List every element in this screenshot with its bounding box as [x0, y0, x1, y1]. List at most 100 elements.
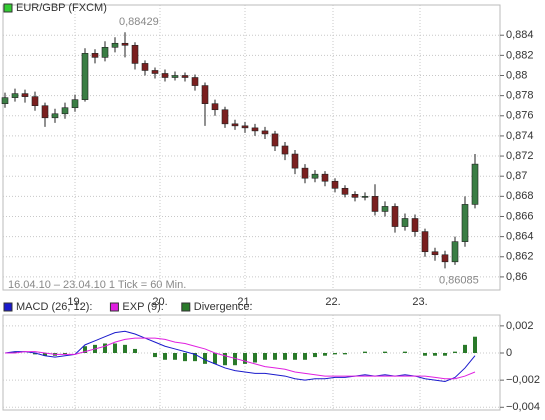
candle-body [61, 107, 69, 115]
candle-body [71, 99, 79, 109]
y-tick-label: 0,862 [506, 251, 534, 263]
divergence-bar [183, 353, 187, 362]
y-tick-label: 0,876 [506, 110, 534, 122]
candle-body [391, 206, 399, 227]
legend-swatch [109, 302, 119, 312]
x-tick-label: 23. [412, 296, 427, 308]
candle-body [21, 93, 29, 97]
legend-label: Divergence: [194, 301, 253, 313]
y-tick-label: 0,872 [506, 150, 534, 162]
candle-body [91, 53, 99, 58]
candle-body [181, 75, 189, 78]
y-tick-label: 0,002 [506, 320, 534, 332]
divergence-bar [13, 351, 17, 353]
divergence-bar [113, 343, 117, 353]
y-tick-label: 0,878 [506, 90, 534, 102]
candle-body [321, 173, 329, 182]
divergence-bar [213, 353, 217, 364]
subtitle: 16.04.10 – 23.04.10 1 Tick = 60 Min. [8, 279, 186, 291]
y-tick-label: 0,87 [506, 170, 527, 182]
divergence-bar [193, 353, 197, 362]
candle-body [41, 105, 49, 119]
candle-body [251, 127, 259, 132]
y-tick-label: 0 [506, 347, 512, 359]
y-tick-label: 0,882 [506, 49, 534, 61]
divergence-bar [453, 351, 457, 353]
legend-swatch [3, 3, 13, 13]
divergence-bar [343, 353, 347, 355]
candle-body [1, 97, 9, 104]
divergence-bar [313, 353, 317, 358]
y-tick-label: −0,004 [506, 401, 540, 413]
divergence-bar [273, 353, 277, 360]
candle-body [341, 187, 349, 195]
x-tick-label: 19. [67, 296, 82, 308]
divergence-bar [243, 353, 247, 364]
divergence-bar [203, 353, 207, 364]
divergence-bar [283, 353, 287, 360]
candle-body [471, 163, 479, 205]
candle-body [311, 173, 319, 179]
candle-body [221, 109, 229, 125]
candle-body [131, 44, 139, 64]
y-tick-label: 0,884 [506, 29, 534, 41]
candle-body [331, 180, 339, 189]
candle-body [231, 123, 239, 127]
x-tick-label: 22. [325, 296, 340, 308]
divergence-bar [173, 353, 177, 360]
y-tick-label: −0,002 [506, 374, 540, 386]
divergence-bar [223, 353, 227, 366]
divergence-bar [163, 353, 167, 360]
legend-swatch [3, 302, 13, 312]
divergence-bar [303, 353, 307, 360]
legend-label: MACD (26, 12): [16, 301, 92, 313]
chart-title: EUR/GBP (FXCM) [16, 2, 107, 14]
divergence-bar [253, 353, 257, 363]
macd-line [5, 337, 476, 380]
annotation: 0,88429 [119, 16, 159, 28]
candle-body [31, 96, 39, 107]
candle-body [401, 218, 409, 227]
divergence-bar [383, 351, 387, 353]
y-tick-label: 0,88 [506, 69, 527, 81]
candle-body [271, 133, 279, 147]
x-tick-label: 20. [152, 296, 167, 308]
candle-body [291, 153, 299, 169]
divergence-bar [263, 353, 267, 360]
candle-body [241, 125, 249, 129]
divergence-bar [473, 336, 477, 353]
divergence-bar [403, 351, 407, 353]
divergence-bar [103, 343, 107, 353]
legend-swatch [181, 302, 191, 312]
candle-body [11, 93, 19, 98]
macd-panel [2, 314, 501, 411]
candle-body [151, 70, 159, 74]
divergence-bar [133, 348, 137, 353]
candle-body [111, 42, 119, 48]
divergence-bar [33, 353, 37, 355]
divergence-bar [323, 353, 327, 356]
candle-body [421, 231, 429, 253]
annotation: 0,86085 [439, 274, 479, 286]
divergence-bar [123, 344, 127, 353]
candle-body [361, 196, 369, 198]
divergence-bar [433, 353, 437, 356]
y-tick-label: 0,874 [506, 130, 534, 142]
price-panel [2, 4, 501, 291]
candle-body [281, 145, 289, 155]
candle-body [461, 204, 469, 242]
candle-body [351, 194, 359, 198]
divergence-bar [463, 344, 467, 353]
divergence-bar [293, 353, 297, 360]
candle-body [301, 167, 309, 179]
candle-body [121, 42, 129, 46]
candle-body [141, 63, 149, 71]
candle-body [201, 85, 209, 104]
candle-body [451, 241, 459, 263]
candle-body [411, 218, 419, 232]
divergence-bar [43, 353, 47, 356]
candle-body [261, 130, 269, 135]
y-tick-label: 0,86 [506, 271, 527, 283]
